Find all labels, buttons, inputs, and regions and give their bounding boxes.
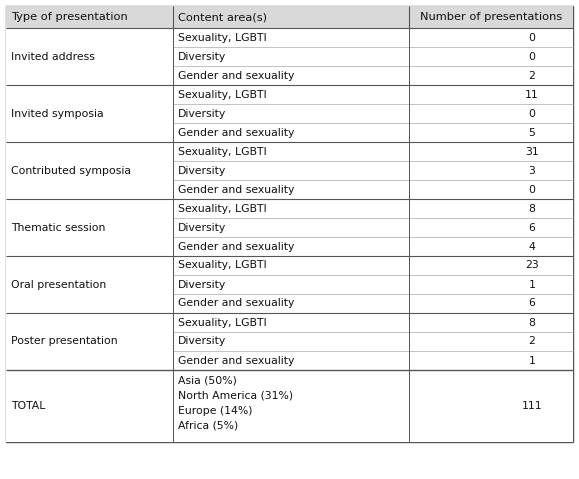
Text: 8: 8 xyxy=(529,318,536,328)
Text: Africa (5%): Africa (5%) xyxy=(178,421,239,431)
Text: Thematic session: Thematic session xyxy=(11,223,105,232)
Text: Diversity: Diversity xyxy=(178,280,226,289)
Text: Type of presentation: Type of presentation xyxy=(11,12,128,22)
Bar xyxy=(6,28,573,47)
Bar xyxy=(6,256,573,275)
Text: Sexuality, LGBTI: Sexuality, LGBTI xyxy=(178,90,267,100)
Text: Gender and sexuality: Gender and sexuality xyxy=(178,184,295,194)
Text: Sexuality, LGBTI: Sexuality, LGBTI xyxy=(178,147,267,157)
Text: 4: 4 xyxy=(529,241,536,251)
Text: TOTAL: TOTAL xyxy=(11,401,45,411)
Bar xyxy=(6,370,573,442)
Text: Diversity: Diversity xyxy=(178,166,226,175)
Text: Gender and sexuality: Gender and sexuality xyxy=(178,298,295,308)
Text: Sexuality, LGBTI: Sexuality, LGBTI xyxy=(178,33,267,43)
Text: 6: 6 xyxy=(529,223,536,232)
Bar xyxy=(6,351,573,370)
Text: Sexuality, LGBTI: Sexuality, LGBTI xyxy=(178,261,267,271)
Text: Invited symposia: Invited symposia xyxy=(11,109,104,118)
Bar xyxy=(6,294,573,313)
Text: 0: 0 xyxy=(529,184,536,194)
Text: Gender and sexuality: Gender and sexuality xyxy=(178,241,295,251)
Text: Sexuality, LGBTI: Sexuality, LGBTI xyxy=(178,318,267,328)
Text: Gender and sexuality: Gender and sexuality xyxy=(178,70,295,80)
Text: Diversity: Diversity xyxy=(178,109,226,118)
Bar xyxy=(6,142,573,161)
Text: Diversity: Diversity xyxy=(178,52,226,61)
Bar xyxy=(6,123,573,142)
Bar xyxy=(6,6,573,28)
Text: 0: 0 xyxy=(529,52,536,61)
Text: Diversity: Diversity xyxy=(178,223,226,232)
Bar xyxy=(6,104,573,123)
Text: 0: 0 xyxy=(529,109,536,118)
Text: 0: 0 xyxy=(529,33,536,43)
Text: Gender and sexuality: Gender and sexuality xyxy=(178,355,295,365)
Text: North America (31%): North America (31%) xyxy=(178,390,294,400)
Text: 1: 1 xyxy=(529,280,536,289)
Text: 111: 111 xyxy=(522,401,542,411)
Bar xyxy=(6,218,573,237)
Bar xyxy=(6,47,573,66)
Bar xyxy=(6,199,573,218)
Text: Diversity: Diversity xyxy=(178,337,226,346)
Text: 1: 1 xyxy=(529,355,536,365)
Text: 23: 23 xyxy=(525,261,539,271)
Text: Poster presentation: Poster presentation xyxy=(11,337,118,346)
Bar xyxy=(6,237,573,256)
Text: 8: 8 xyxy=(529,204,536,214)
Text: 31: 31 xyxy=(525,147,539,157)
Text: 6: 6 xyxy=(529,298,536,308)
Text: Europe (14%): Europe (14%) xyxy=(178,406,253,415)
Bar xyxy=(6,332,573,351)
Text: 11: 11 xyxy=(525,90,539,100)
Bar xyxy=(6,313,573,332)
Text: 5: 5 xyxy=(529,127,536,137)
Text: Contributed symposia: Contributed symposia xyxy=(11,166,131,175)
Text: Invited address: Invited address xyxy=(11,52,95,61)
Bar xyxy=(6,180,573,199)
Text: Oral presentation: Oral presentation xyxy=(11,280,107,289)
Text: Content area(s): Content area(s) xyxy=(178,12,267,22)
Text: 2: 2 xyxy=(529,337,536,346)
Bar xyxy=(6,161,573,180)
Text: Sexuality, LGBTI: Sexuality, LGBTI xyxy=(178,204,267,214)
Text: 2: 2 xyxy=(529,70,536,80)
Text: 3: 3 xyxy=(529,166,536,175)
Bar xyxy=(6,66,573,85)
Text: Gender and sexuality: Gender and sexuality xyxy=(178,127,295,137)
Bar xyxy=(6,275,573,294)
Text: Number of presentations: Number of presentations xyxy=(420,12,562,22)
Bar xyxy=(6,85,573,104)
Text: Asia (50%): Asia (50%) xyxy=(178,376,237,386)
